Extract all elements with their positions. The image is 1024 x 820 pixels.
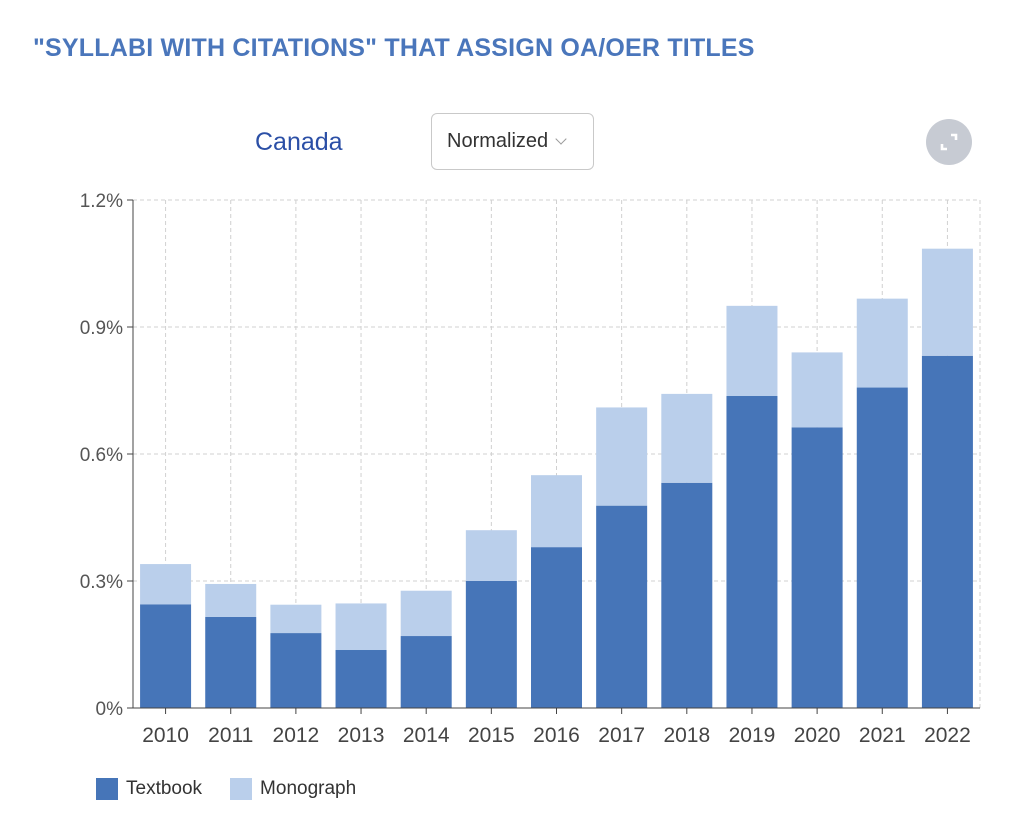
y-tick-label: 0.9% <box>80 318 123 339</box>
bar-textbook-2011[interactable] <box>205 616 257 708</box>
x-tick-label: 2020 <box>794 724 841 747</box>
bar-textbook-2018[interactable] <box>661 482 713 708</box>
bar-textbook-2016[interactable] <box>531 547 582 708</box>
bar-monograph-2013[interactable] <box>335 603 387 651</box>
bar-monograph-2018[interactable] <box>661 393 713 483</box>
bar-textbook-2012[interactable] <box>270 633 322 708</box>
x-tick-label: 2014 <box>403 724 450 747</box>
legend-swatch-textbook <box>96 778 118 800</box>
legend-label-monograph: Monograph <box>260 778 357 799</box>
bar-monograph-2019[interactable] <box>726 305 778 397</box>
bar-monograph-2012[interactable] <box>270 604 322 634</box>
bar-monograph-2022[interactable] <box>921 248 973 356</box>
y-tick-label: 0.3% <box>80 572 123 593</box>
bar-textbook-2015[interactable] <box>465 581 517 708</box>
view-mode-select[interactable]: Normalized <box>431 113 594 170</box>
bar-textbook-2020[interactable] <box>791 427 843 708</box>
bar-textbook-2013[interactable] <box>335 650 387 708</box>
bar-monograph-2016[interactable] <box>531 475 582 548</box>
bar-monograph-2015[interactable] <box>465 530 517 581</box>
x-tick-label: 2019 <box>729 724 776 747</box>
legend-item-monograph[interactable]: Monograph <box>230 778 356 800</box>
x-tick-label: 2016 <box>533 724 580 747</box>
x-tick-label: 2017 <box>598 724 645 747</box>
y-tick-label: 1.2% <box>80 191 123 212</box>
bar-textbook-2019[interactable] <box>726 396 778 708</box>
region-label: Canada <box>255 128 343 156</box>
x-tick-label: 2011 <box>208 724 253 747</box>
x-tick-label: 2022 <box>924 724 971 747</box>
bar-monograph-2010[interactable] <box>140 564 192 605</box>
bar-textbook-2014[interactable] <box>400 636 452 708</box>
bar-textbook-2022[interactable] <box>921 355 973 708</box>
x-tick-label: 2018 <box>663 724 710 747</box>
chart-title: "SYLLABI WITH CITATIONS" THAT ASSIGN OA/… <box>33 34 755 62</box>
bar-monograph-2020[interactable] <box>791 352 843 428</box>
x-tick-label: 2012 <box>273 724 320 747</box>
bar-textbook-2017[interactable] <box>596 505 648 708</box>
legend-item-textbook[interactable]: Textbook <box>96 778 202 800</box>
bar-textbook-2010[interactable] <box>140 604 192 708</box>
x-tick-label: 2013 <box>338 724 385 747</box>
bar-monograph-2017[interactable] <box>596 407 648 506</box>
bar-monograph-2011[interactable] <box>205 583 257 617</box>
y-tick-label: 0% <box>96 699 124 720</box>
bar-monograph-2014[interactable] <box>400 590 452 637</box>
legend-swatch-monograph <box>230 778 253 800</box>
view-mode-selected: Normalized <box>447 130 549 152</box>
y-tick-label: 0.6% <box>80 445 123 466</box>
expand-icon <box>940 133 958 151</box>
x-tick-label: 2015 <box>468 724 515 747</box>
bar-textbook-2021[interactable] <box>856 387 908 708</box>
x-tick-label: 2021 <box>859 724 906 747</box>
stacked-bar-chart: 0% 0.3% 0.6% 0.9% 1.2% 2010 2011 2012 2013 2014 20… <box>80 191 981 747</box>
expand-button[interactable] <box>926 119 972 165</box>
legend: Textbook Monograph <box>96 778 384 800</box>
legend-label-textbook: Textbook <box>126 778 203 799</box>
x-tick-label: 2010 <box>142 724 189 747</box>
bar-monograph-2021[interactable] <box>856 298 908 388</box>
